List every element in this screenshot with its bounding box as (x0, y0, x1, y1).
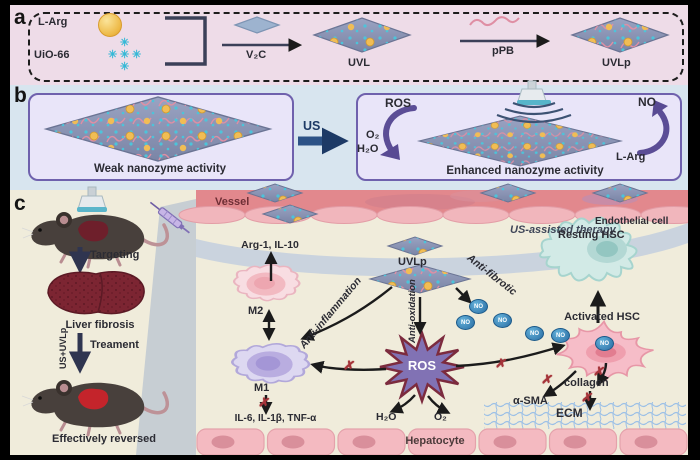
us-therapy-label: US-assisted therapy (510, 224, 616, 236)
treatment-label: Treament (90, 339, 139, 351)
no-molecule-badge: NO (595, 336, 614, 351)
panel-b-tag: b (14, 84, 27, 107)
ros-label-c: ROS (407, 358, 437, 373)
synthesis-dashed-box (28, 12, 684, 82)
il6-label: IL-6, IL-1β, TNF-α (234, 413, 317, 424)
hepatocyte-label: Hepatocyte (405, 435, 465, 447)
no-molecule-badge: NO (456, 315, 475, 330)
panel-c-tag: c (14, 192, 26, 215)
figure-area: a b c L-Arg UiO-66 ✳ ✳ ✳ ✳ ✳ V₂C UVL pPB… (10, 5, 688, 455)
l-arg-label: L-Arg (38, 16, 68, 28)
vessel-label: Vessel (215, 196, 250, 208)
no-molecule-badge: NO (493, 313, 512, 328)
ros-label-b: ROS (385, 96, 412, 110)
endothelial-cell-label: Endothelial cell (595, 216, 669, 227)
ecm-label: ECM (556, 406, 583, 420)
o2-label-b: O₂ (366, 129, 380, 141)
us-uvlp-label: US+UVLp (58, 327, 68, 369)
anti-oxidation-label: Anti-oxidation (407, 279, 418, 343)
liver-fibrosis-label: Liver fibrosis (65, 319, 135, 331)
us-label: US (303, 119, 321, 133)
l-arg-sphere-icon (98, 13, 122, 37)
no-molecule-badge: NO (525, 326, 544, 341)
ppb-label: pPB (492, 45, 514, 57)
h2o-label-b: H₂O (357, 143, 379, 155)
no-label-b: NO (638, 95, 656, 109)
effectively-reversed-label: Effectively reversed (52, 433, 156, 445)
uvlp-label-c: UVLp (398, 256, 427, 268)
activated-hsc-label: Activated HSC (564, 311, 640, 323)
l-arg-label-b: L-Arg (616, 151, 646, 163)
m1-label: M1 (254, 382, 270, 394)
uvlp-label-a: UVLp (602, 57, 631, 69)
arg1-il10-label: Arg-1, IL-10 (241, 239, 299, 251)
o2-label-c: O₂ (434, 411, 447, 423)
panel-a-tag: a (14, 6, 26, 29)
m2-label: M2 (248, 305, 264, 317)
collagen-label: collagen (564, 377, 609, 389)
targeting-label: Targeting (90, 249, 140, 261)
no-molecule-badge: NO (551, 328, 570, 343)
weak-activity-label: Weak nanozyme activity (93, 163, 227, 175)
v2c-label: V₂C (246, 49, 267, 61)
uio66-label: UiO-66 (34, 49, 70, 61)
uvl-label: UVL (348, 57, 370, 69)
a-sma-label: α-SMA (513, 395, 548, 407)
resting-hsc-label: Resting HSC (558, 229, 625, 241)
h2o-label-c: H₂O (376, 411, 397, 423)
enhanced-activity-label: Enhanced nanozyme activity (446, 165, 604, 177)
no-molecule-badge: NO (469, 299, 488, 314)
